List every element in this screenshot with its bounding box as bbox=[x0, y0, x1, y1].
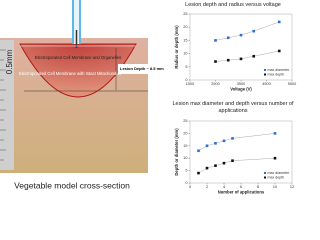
data-point bbox=[222, 139, 226, 143]
ruler bbox=[0, 40, 14, 170]
x-axis-label: Voltage (V) bbox=[230, 87, 252, 92]
trend-line bbox=[215, 50, 280, 62]
data-point bbox=[205, 166, 209, 170]
x-tick-label: 5500 bbox=[288, 82, 296, 86]
data-point bbox=[226, 58, 230, 62]
ruler-label: 0.5mm bbox=[5, 49, 14, 74]
x-tick-label: 4500 bbox=[262, 82, 270, 86]
legend-label: max depth bbox=[268, 175, 285, 179]
x-tick-label: 0 bbox=[189, 185, 191, 189]
trend-line bbox=[198, 133, 276, 151]
chart-title: Lesion depth and radius versus voltage bbox=[185, 2, 281, 8]
data-point bbox=[197, 149, 200, 153]
data-point bbox=[252, 54, 256, 58]
x-tick-label: 3500 bbox=[237, 82, 245, 86]
caption: Vegetable model cross-section bbox=[14, 180, 130, 190]
data-point bbox=[231, 159, 234, 162]
data-point bbox=[252, 29, 256, 33]
trend-line bbox=[215, 21, 280, 41]
x-tick-label: 8 bbox=[257, 185, 259, 189]
data-point bbox=[277, 49, 281, 53]
legend-label: max diameter bbox=[268, 68, 291, 72]
data-point bbox=[214, 60, 217, 63]
y-tick-label: 10 bbox=[183, 156, 187, 160]
data-point bbox=[231, 137, 234, 140]
inner-label: Electroporated Cell Membrane with Intact… bbox=[19, 71, 122, 76]
data-point bbox=[273, 132, 277, 135]
data-point bbox=[273, 156, 277, 160]
lesion bbox=[19, 43, 137, 98]
data-point bbox=[205, 144, 209, 148]
data-point bbox=[239, 57, 243, 61]
trend-line bbox=[198, 157, 276, 174]
y-tick-label: 10 bbox=[183, 52, 187, 56]
electrode-core bbox=[74, 0, 79, 44]
data-point bbox=[197, 171, 200, 175]
y-tick-label: 20 bbox=[183, 131, 187, 135]
y-tick-label: 0 bbox=[185, 78, 187, 82]
data-point bbox=[226, 36, 230, 40]
data-point bbox=[277, 20, 281, 24]
legend-swatch bbox=[264, 69, 266, 71]
legend-swatch bbox=[264, 172, 266, 174]
y-tick-label: 20 bbox=[183, 25, 187, 29]
data-point bbox=[222, 161, 226, 165]
page: 0.5mm Electroporated Cell Membrane and O… bbox=[0, 0, 297, 195]
y-tick-label: 5 bbox=[185, 65, 187, 69]
legend-label: max depth bbox=[268, 72, 285, 76]
y-tick-label: 5 bbox=[185, 169, 187, 173]
legend-swatch bbox=[264, 176, 266, 179]
top-label: Electroporated Cell Membrane and Organel… bbox=[35, 55, 121, 60]
chart-title: Lesion max diameter and depth versus num… bbox=[172, 101, 294, 114]
depth-label-box bbox=[118, 64, 148, 74]
data-point bbox=[214, 142, 217, 145]
x-tick-label: 12 bbox=[290, 185, 294, 189]
x-axis-label: Number of applications bbox=[218, 190, 265, 195]
x-tick-label: 4 bbox=[223, 185, 225, 189]
figure: 0.5mm Electroporated Cell Membrane and O… bbox=[0, 0, 296, 195]
y-tick-label: 15 bbox=[183, 38, 187, 42]
legend-swatch bbox=[264, 73, 266, 76]
legend-label: max diameter bbox=[268, 171, 291, 175]
y-axis-label: Radius or depth (mm) bbox=[174, 25, 179, 69]
data-point bbox=[214, 164, 217, 167]
ruler-ticks bbox=[0, 49, 6, 161]
x-tick-label: 10 bbox=[273, 185, 277, 189]
y-tick-label: 25 bbox=[183, 119, 187, 123]
x-tick-label: 1500 bbox=[186, 82, 194, 86]
depth-label: Lesion Depth ~ 8.5 mm bbox=[120, 66, 164, 71]
y-tick-label: 25 bbox=[183, 12, 187, 16]
x-tick-label: 2 bbox=[206, 185, 208, 189]
data-point bbox=[214, 39, 217, 42]
y-tick-label: 15 bbox=[183, 144, 187, 148]
x-tick-label: 2500 bbox=[211, 82, 219, 86]
x-tick-label: 6 bbox=[240, 185, 242, 189]
data-point bbox=[239, 33, 243, 37]
y-tick-label: 0 bbox=[185, 181, 187, 185]
y-axis-label: Depth or diameter (mm) bbox=[174, 128, 179, 176]
